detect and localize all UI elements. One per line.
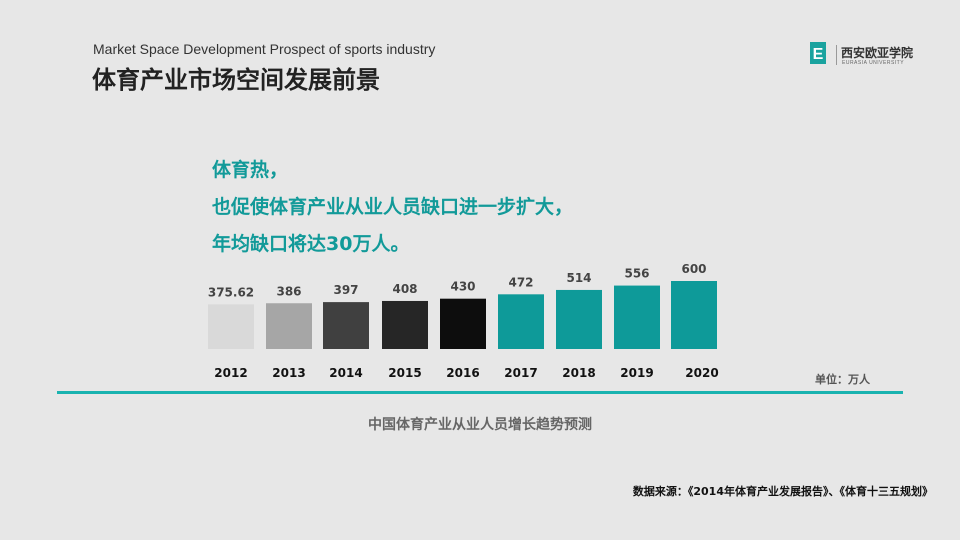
bar-value-label-2013: 386 [276, 284, 301, 298]
logo-mark-letter: E [813, 46, 824, 63]
x-tick-label-2015: 2015 [388, 366, 421, 380]
bar-2014 [323, 302, 369, 349]
chart-caption: 中国体育产业从业人员增长趋势预测 [368, 417, 592, 433]
page-title: 体育产业市场空间发展前景 [92, 66, 380, 94]
bar-2016 [440, 298, 486, 349]
bar-value-label-2018: 514 [566, 271, 591, 285]
x-tick-label-2017: 2017 [504, 366, 537, 380]
bar-value-label-2014: 397 [333, 283, 358, 297]
logo-name-cn: 西安欧亚学院 [841, 46, 914, 60]
headline-line-1: 体育热， [212, 159, 289, 181]
unit-label: 单位：万人 [815, 373, 870, 386]
bar-value-label-2017: 472 [508, 275, 533, 289]
logo-name-en: EURASIA UNIVERSITY [842, 60, 905, 66]
bar-2012 [208, 304, 254, 349]
logo-mark-icon: E [810, 42, 826, 64]
subtitle-en: Market Space Development Prospect of spo… [93, 41, 436, 57]
x-tick-label-2020: 2020 [685, 366, 718, 380]
bar-value-label-2016: 430 [450, 280, 475, 294]
bar-2018 [556, 289, 602, 349]
bar-2015 [382, 300, 428, 349]
headline: 体育热， 也促使体育产业从业人员缺口进一步扩大， 年均缺口将达30万人。 [212, 152, 573, 263]
x-tick-label-2012: 2012 [214, 366, 247, 380]
x-tick-label-2018: 2018 [562, 366, 595, 380]
bar-value-label-2019: 556 [624, 267, 649, 281]
x-tick-label-2013: 2013 [272, 366, 305, 380]
divider-line [57, 391, 903, 394]
bar-value-label-2012: 375.62 [208, 285, 254, 299]
bar-2013 [266, 303, 312, 349]
x-tick-label-2019: 2019 [620, 366, 653, 380]
university-logo: E 西安欧亚学院 EURASIA UNIVERSITY [810, 42, 930, 68]
logo-separator [836, 45, 837, 65]
bar-2017 [498, 294, 544, 349]
headline-line-3: 年均缺口将达30万人。 [212, 233, 410, 255]
x-tick-label-2016: 2016 [446, 366, 479, 380]
bar-2019 [614, 285, 660, 349]
headline-line-2: 也促使体育产业从业人员缺口进一步扩大， [212, 196, 574, 218]
bar-2020 [671, 281, 717, 349]
x-tick-label-2014: 2014 [329, 366, 362, 380]
data-source: 数据来源：《2014年体育产业发展报告》、《体育十三五规划》 [632, 485, 933, 498]
bar-value-label-2020: 600 [681, 262, 706, 276]
bar-value-label-2015: 408 [392, 282, 417, 296]
